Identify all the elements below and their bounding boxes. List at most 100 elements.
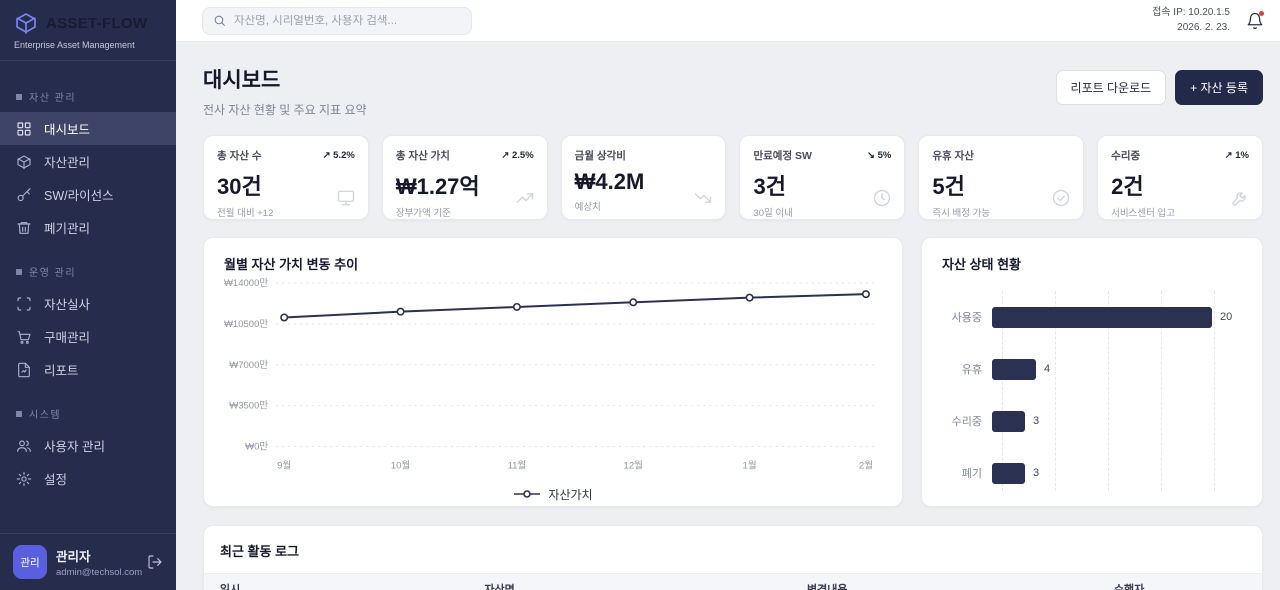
bar-category-label: 유휴 (961, 364, 982, 376)
nav-section: 시스템 사용자 관리 설정 (0, 402, 176, 495)
cube-logo-icon (14, 11, 38, 35)
search-box[interactable] (202, 6, 472, 35)
bar-row: 사용중 20 (936, 291, 1248, 343)
kpi-label: 수리중 (1111, 150, 1141, 162)
bar-row: 수리중 3 (936, 395, 1248, 447)
report-download-button[interactable]: 리포트 다운로드 (1055, 70, 1167, 105)
kpi-label: 만료예정 SW (753, 150, 812, 162)
user-name: 관리자 (56, 550, 91, 564)
svg-text:₩10500만: ₩10500만 (224, 319, 268, 330)
sidebar-item-label: SW/라이선스 (44, 189, 114, 203)
trash-icon (16, 220, 32, 236)
access-date: 2026. 2. 23. (1177, 21, 1230, 33)
kpi-sublabel: 서비스센터 입고 (1111, 208, 1175, 219)
kpi-value: 2건 (1111, 174, 1144, 199)
clock-icon (872, 188, 892, 208)
bar-value: 20 (1220, 311, 1233, 323)
kpi-label: 금월 상각비 (574, 150, 626, 162)
sidebar-item-cart[interactable]: 구매관리 (0, 320, 176, 353)
add-asset-button[interactable]: + 자산 등록 (1175, 70, 1263, 105)
bar-chart: 사용중 20 유휴 4 수리중 3 폐기 3 (936, 287, 1248, 495)
kpi-sublabel: 예상치 (574, 202, 601, 213)
gear-icon (16, 471, 32, 487)
svg-text:11월: 11월 (508, 460, 527, 472)
cart-icon (16, 329, 32, 345)
sidebar-user: 관리 관리자 admin@techsol.com (0, 533, 176, 590)
sidebar-item-cube[interactable]: 자산관리 (0, 145, 176, 178)
page-title: 대시보드 (203, 69, 281, 92)
table-column-header: 변경내용 (807, 584, 848, 590)
nav-section-label: 운영 관리 (0, 260, 176, 287)
svg-text:2월: 2월 (859, 460, 873, 472)
kpi-label: 유휴 자산 (932, 150, 974, 162)
svg-text:1월: 1월 (743, 460, 757, 472)
bar-fill (992, 462, 1025, 484)
bar-gridlines (1002, 291, 1215, 491)
kpi-card: 유휴 자산 5건 즉시 배정 가능 (918, 135, 1085, 220)
table-column-header: 일시 (220, 584, 241, 590)
bell-icon[interactable] (1246, 10, 1264, 30)
grid-icon (16, 121, 32, 137)
kpi-trend-badge: ↘ 5% (866, 150, 892, 161)
sidebar-item-key[interactable]: SW/라이선스 (0, 178, 176, 211)
users-icon (16, 438, 32, 454)
kpi-card: 총 자산 가치 ↗ 2.5% ₩1.27억 장부가액 기준 (381, 135, 548, 220)
bar-value: 3 (1033, 415, 1040, 427)
kpi-card: 금월 상각비 ₩4.2M 예상치 (560, 135, 727, 220)
sidebar-item-label: 구매관리 (44, 331, 91, 345)
sidebar-item-trash[interactable]: 폐기관리 (0, 211, 176, 244)
bar-category-label: 폐기 (961, 468, 982, 480)
kpi-value: ₩4.2M (574, 169, 645, 194)
bar-row: 유휴 4 (936, 343, 1248, 395)
bar-category-label: 사용중 (951, 312, 982, 324)
check-circle-icon (1051, 188, 1071, 208)
logo-block: ASSET-FLOW Enterprise Asset Management (0, 0, 176, 61)
bar-chart-title: 자산 상태 현황 (942, 257, 1021, 272)
kpi-trend-badge: ↗ 5.2% (322, 150, 355, 161)
svg-text:₩14000만: ₩14000만 (224, 278, 268, 289)
svg-text:12월: 12월 (624, 460, 643, 472)
line-chart-card: 월별 자산 가치 변동 추이 ₩0만 ₩3500만 ₩7000만 ₩10500만 ₩14… (203, 237, 903, 507)
sidebar-item-label: 폐기관리 (44, 222, 91, 236)
square-bullet-icon (16, 93, 22, 100)
sidebar: ASSET-FLOW Enterprise Asset Management 자… (0, 0, 176, 590)
kpi-card: 수리중 ↗ 1% 2건 서비스센터 입고 (1097, 135, 1263, 220)
search-icon (213, 14, 226, 27)
sidebar-item-users[interactable]: 사용자 관리 (0, 429, 176, 462)
user-email: admin@techsol.com (56, 567, 143, 578)
bar-chart-card: 자산 상태 현황 사용중 20 유휴 4 수리중 3 폐기 3 (921, 237, 1263, 507)
kpi-label: 총 자산 가치 (395, 150, 450, 162)
trend-down-icon (693, 188, 713, 208)
kpi-sublabel: 전월 대비 +12 (217, 208, 274, 219)
bar-value: 3 (1033, 467, 1040, 479)
kpi-sublabel: 30일 이내 (753, 208, 793, 219)
kpi-sublabel: 장부가액 기준 (395, 208, 451, 219)
kpi-trend-badge: ↗ 2.5% (501, 150, 534, 161)
svg-text:₩0만: ₩0만 (245, 442, 268, 453)
search-input[interactable] (234, 14, 461, 27)
nav-section-label: 자산 관리 (0, 85, 176, 112)
kpi-card: 만료예정 SW ↘ 5% 3건 30일 이내 (739, 135, 906, 220)
bar-row: 폐기 3 (936, 447, 1248, 499)
table-header: 일시 자산명 변경내용 수행자 (204, 573, 1262, 590)
sidebar-item-grid[interactable]: 대시보드 (0, 112, 176, 145)
sidebar-item-file[interactable]: 리포트 (0, 353, 176, 386)
sidebar-item-label: 설정 (44, 473, 68, 487)
logout-icon[interactable] (147, 554, 163, 570)
sidebar-item-scan[interactable]: 자산실사 (0, 287, 176, 320)
kpi-card: 총 자산 수 ↗ 5.2% 30건 전월 대비 +12 (203, 135, 369, 220)
brand-tagline: Enterprise Asset Management (14, 40, 135, 50)
square-bullet-icon (16, 268, 22, 275)
square-bullet-icon (16, 410, 22, 417)
kpi-value: 5건 (932, 174, 965, 199)
svg-text:9월: 9월 (277, 460, 291, 472)
activity-log-title: 최근 활동 로그 (220, 544, 299, 559)
sidebar-item-gear[interactable]: 설정 (0, 462, 176, 495)
avatar: 관리 (13, 545, 47, 579)
line-chart-svg: ₩0만 ₩3500만 ₩7000만 ₩10500만 ₩14000만 9월 10월 11월 12월… (224, 278, 874, 472)
table-column-header: 자산명 (484, 584, 515, 590)
wrench-icon (1230, 188, 1250, 208)
